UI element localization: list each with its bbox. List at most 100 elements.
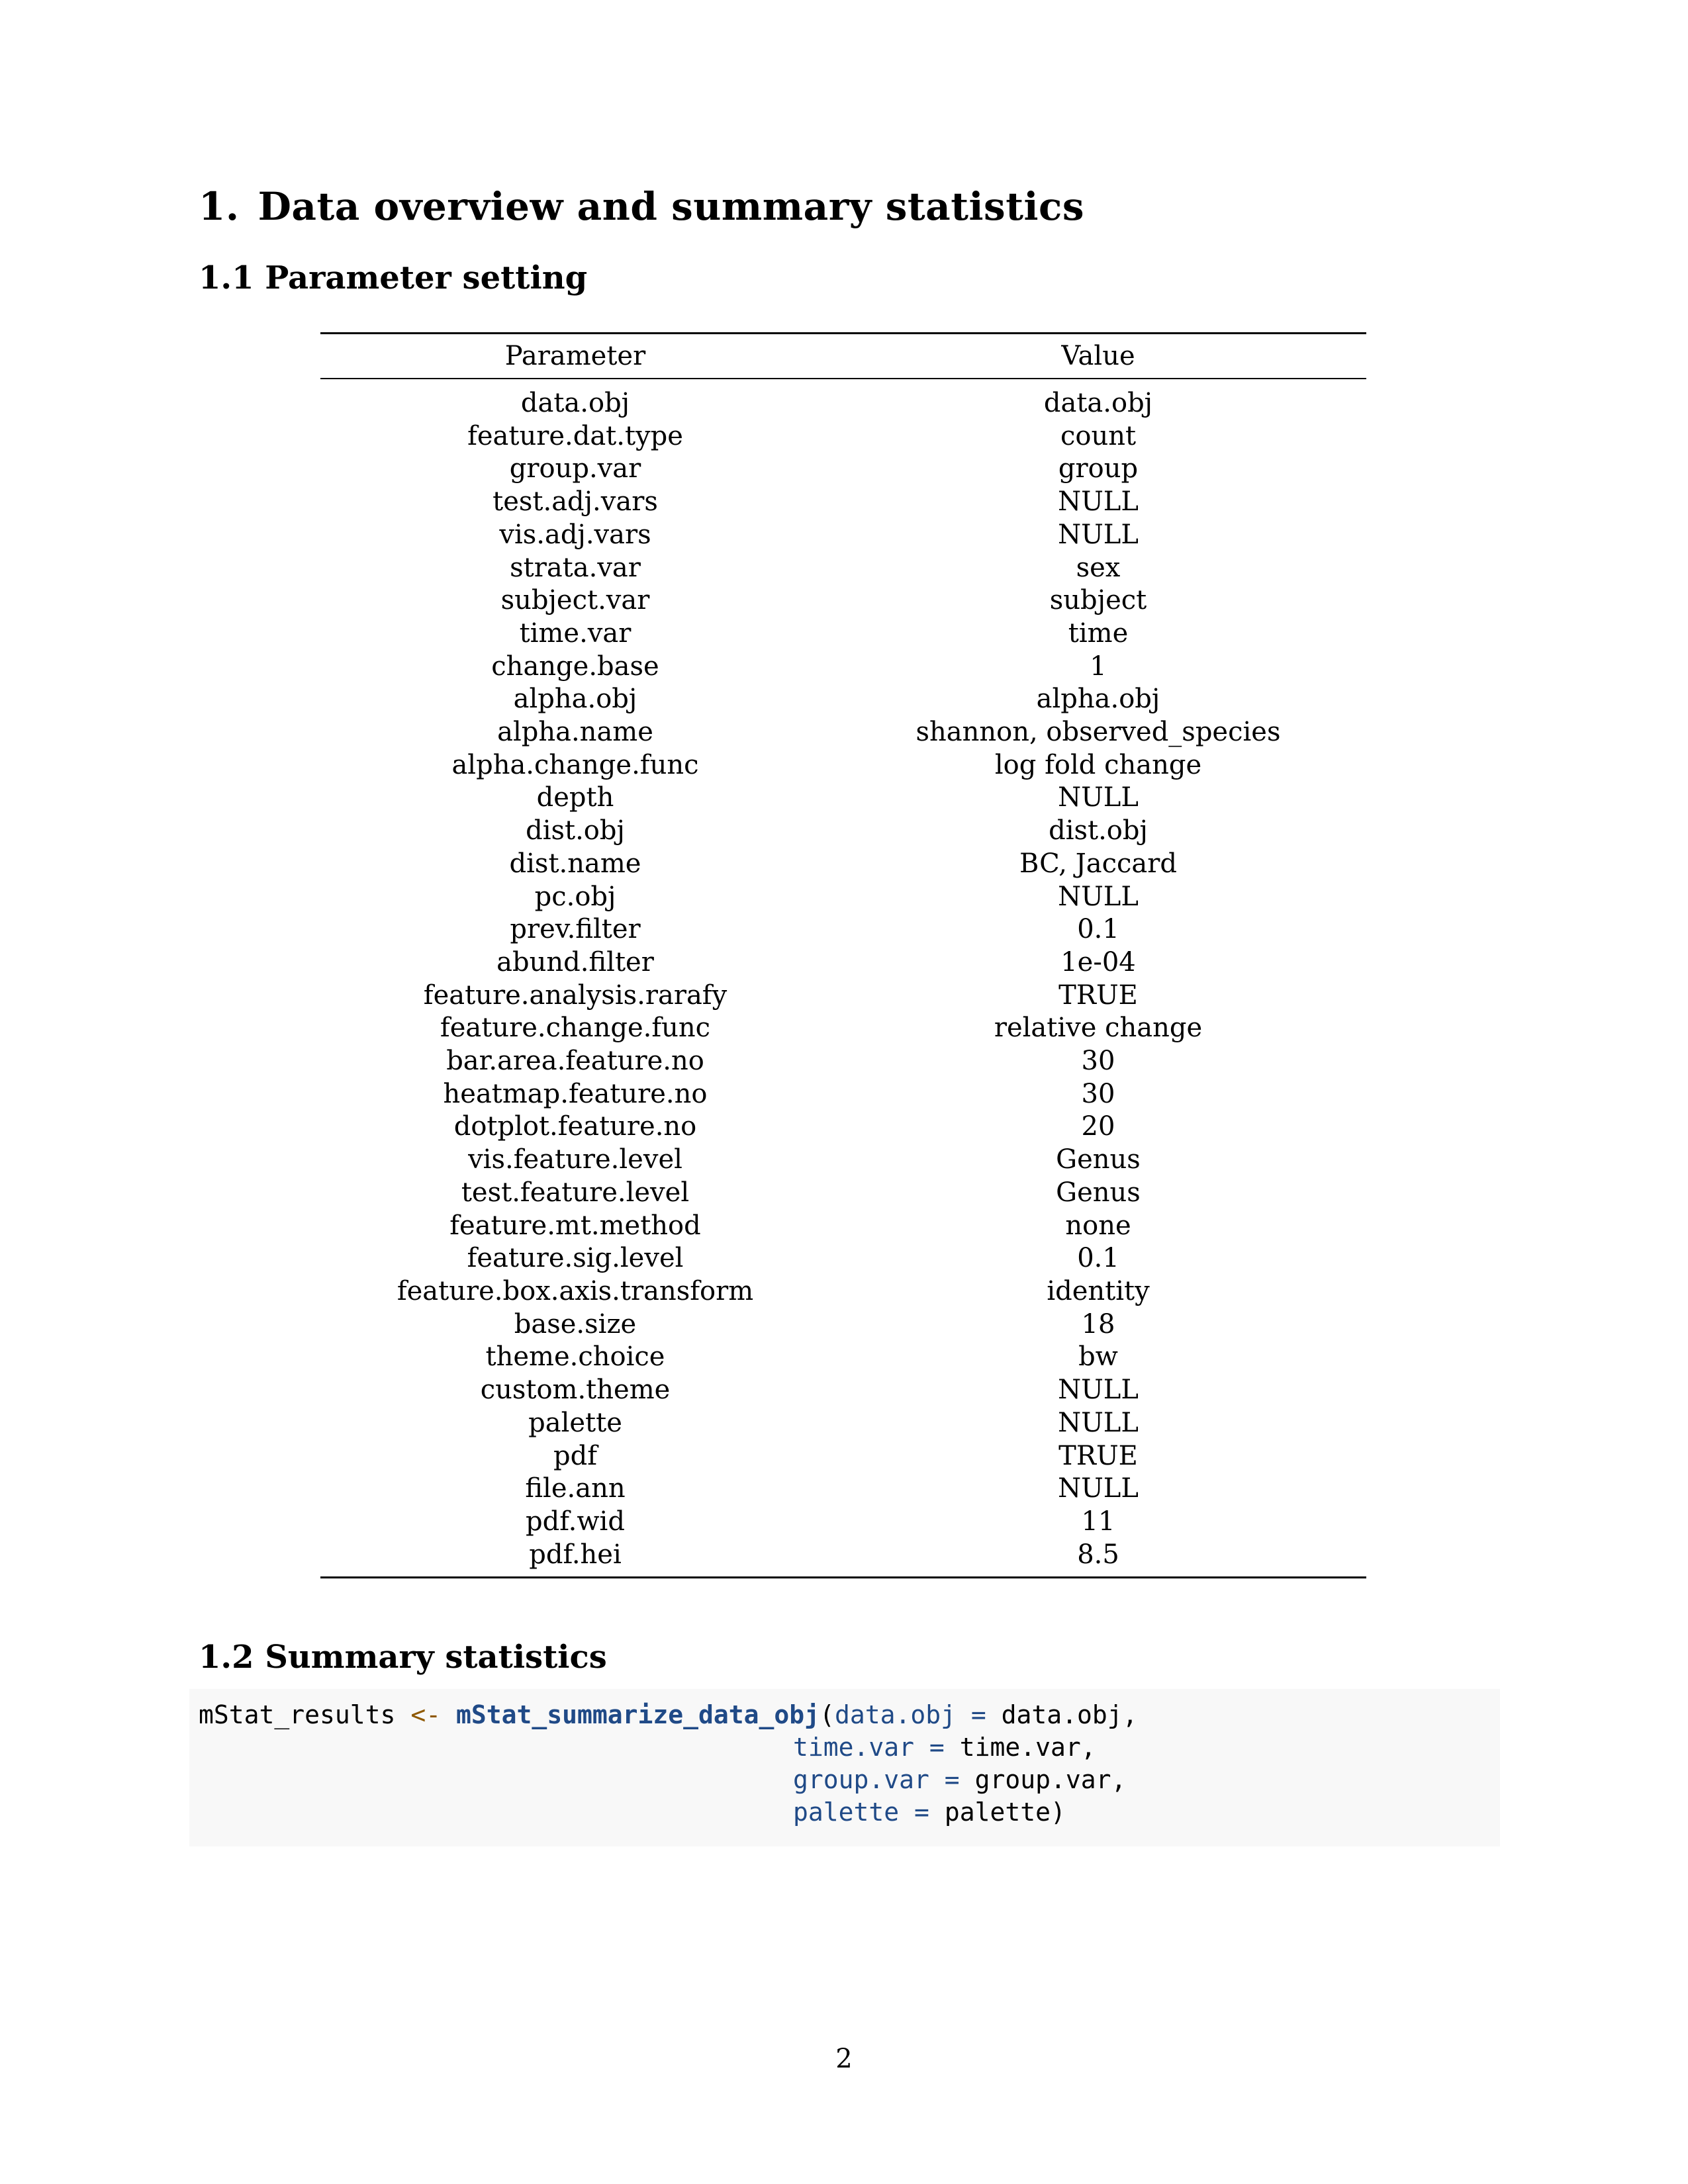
value-cell: shannon, observed_species (915, 717, 1281, 748)
code-arg-name: data.obj (834, 1700, 956, 1729)
value-cell: BC, Jaccard (1019, 848, 1177, 879)
code-arg-equals: = (970, 1700, 986, 1729)
parameter-cell: alpha.change.func (451, 749, 699, 780)
value-cell: NULL (1058, 1407, 1139, 1438)
value-cell: TRUE (1058, 979, 1138, 1011)
parameter-cell: base.size (514, 1308, 637, 1340)
code-arg-name: palette (793, 1797, 900, 1827)
table-header-row: Parameter Value (320, 334, 1366, 378)
value-cell: 1e-04 (1060, 946, 1136, 978)
value-cell: identity (1047, 1275, 1150, 1306)
column-header-value: Value (1061, 341, 1135, 371)
table-row: pdf TRUE (320, 1440, 1366, 1473)
value-cell: dist.obj (1049, 815, 1148, 846)
table-row: change.base 1 (320, 651, 1366, 684)
value-cell: 18 (1081, 1308, 1115, 1340)
table-row: pc.obj NULL (320, 881, 1366, 914)
parameter-cell: test.adj.vars (492, 486, 658, 518)
code-result-var: mStat_results (199, 1700, 396, 1729)
value-cell: 20 (1081, 1111, 1115, 1142)
code-arg-value: data.obj, (1001, 1700, 1138, 1729)
value-cell: NULL (1058, 1375, 1139, 1406)
value-cell: alpha.obj (1036, 684, 1160, 715)
value-cell: 11 (1081, 1506, 1115, 1537)
table-row: data.obj data.obj (320, 379, 1366, 420)
column-header-parameter: Parameter (504, 341, 646, 371)
code-arg-name: time.var (793, 1733, 915, 1762)
table-row: prev.filter 0.1 (320, 913, 1366, 946)
code-line-1: mStat_results <- mStat_summarize_data_ob… (199, 1698, 1138, 1731)
code-line-4: palette = palette) (793, 1796, 1066, 1829)
table-row: pdf.hei 8.5 (320, 1539, 1366, 1572)
table-row: pdf.wid 11 (320, 1506, 1366, 1539)
value-cell: 8.5 (1077, 1539, 1119, 1570)
code-arg-equals: = (929, 1733, 945, 1762)
table-header-rule (320, 378, 1366, 379)
parameter-cell: group.var (509, 453, 641, 484)
value-cell: NULL (1058, 782, 1139, 813)
table-row: dist.obj dist.obj (320, 815, 1366, 848)
value-cell: 30 (1081, 1078, 1115, 1109)
parameter-cell: feature.dat.type (467, 420, 683, 451)
parameter-cell: theme.choice (485, 1342, 665, 1373)
value-cell: data.obj (1043, 388, 1153, 418)
table-row: base.size 18 (320, 1308, 1366, 1342)
table-row: test.feature.level Genus (320, 1177, 1366, 1210)
value-cell: NULL (1058, 519, 1139, 550)
table-row: vis.adj.vars NULL (320, 519, 1366, 552)
value-cell: NULL (1058, 486, 1139, 518)
parameter-table: Parameter Value data.obj data.obj feature.… (320, 332, 1366, 1579)
table-row: feature.change.func relative change (320, 1012, 1366, 1045)
table-row: heatmap.feature.no 30 (320, 1078, 1366, 1111)
value-cell: bw (1078, 1342, 1118, 1373)
parameter-cell: vis.adj.vars (499, 519, 651, 550)
parameter-cell: alpha.obj (513, 684, 637, 715)
table-row: palette NULL (320, 1407, 1366, 1440)
parameter-cell: dist.name (509, 848, 641, 879)
table-row: abund.filter 1e-04 (320, 946, 1366, 979)
code-line-3: group.var = group.var, (793, 1763, 1126, 1796)
value-cell: none (1065, 1210, 1131, 1241)
parameter-cell: dist.obj (526, 815, 625, 846)
section-heading: 1. Data overview and summary statistics (199, 184, 1084, 229)
code-arg-value: group.var, (974, 1765, 1127, 1794)
table-row: test.adj.vars NULL (320, 486, 1366, 519)
table-row: feature.sig.level 0.1 (320, 1242, 1366, 1275)
parameter-cell: feature.change.func (440, 1013, 711, 1044)
table-row: theme.choice bw (320, 1341, 1366, 1374)
value-cell: NULL (1058, 881, 1139, 912)
value-cell: count (1060, 420, 1137, 451)
table-row: time.var time (320, 617, 1366, 651)
table-row: vis.feature.level Genus (320, 1144, 1366, 1177)
section-number: 1. (199, 184, 240, 229)
code-function-name: mStat_summarize_data_obj (455, 1700, 820, 1729)
page-number: 2 (835, 2044, 853, 2074)
table-row: alpha.change.func log fold change (320, 749, 1366, 782)
value-cell: Genus (1056, 1177, 1141, 1208)
code-open-paren: ( (820, 1700, 835, 1729)
parameter-cell: time.var (519, 617, 632, 649)
parameter-cell: feature.mt.method (449, 1210, 701, 1241)
code-assign-operator: <- (410, 1700, 442, 1729)
parameter-cell: pdf (553, 1440, 597, 1471)
parameter-cell: prev.filter (510, 914, 641, 945)
parameter-cell: pdf.wid (526, 1506, 625, 1537)
parameter-cell: test.feature.level (461, 1177, 690, 1208)
value-cell: NULL (1058, 1473, 1139, 1504)
subsection-heading-summary-statistics: 1.2 Summary statistics (199, 1639, 607, 1676)
table-body: data.obj data.obj feature.dat.type count gro… (320, 379, 1366, 1571)
parameter-cell: palette (528, 1407, 622, 1438)
table-row: subject.var subject (320, 584, 1366, 617)
parameter-cell: custom.theme (480, 1375, 671, 1406)
value-cell: 30 (1081, 1046, 1115, 1077)
table-row: group.var group (320, 453, 1366, 486)
value-cell: 1 (1090, 651, 1107, 682)
value-cell: TRUE (1058, 1440, 1138, 1471)
table-row: custom.theme NULL (320, 1374, 1366, 1407)
parameter-cell: feature.sig.level (467, 1243, 684, 1274)
value-cell: subject (1049, 585, 1147, 616)
code-arg-value: time.var, (959, 1733, 1096, 1762)
parameter-cell: pdf.hei (529, 1539, 622, 1570)
value-cell: Genus (1056, 1144, 1141, 1175)
